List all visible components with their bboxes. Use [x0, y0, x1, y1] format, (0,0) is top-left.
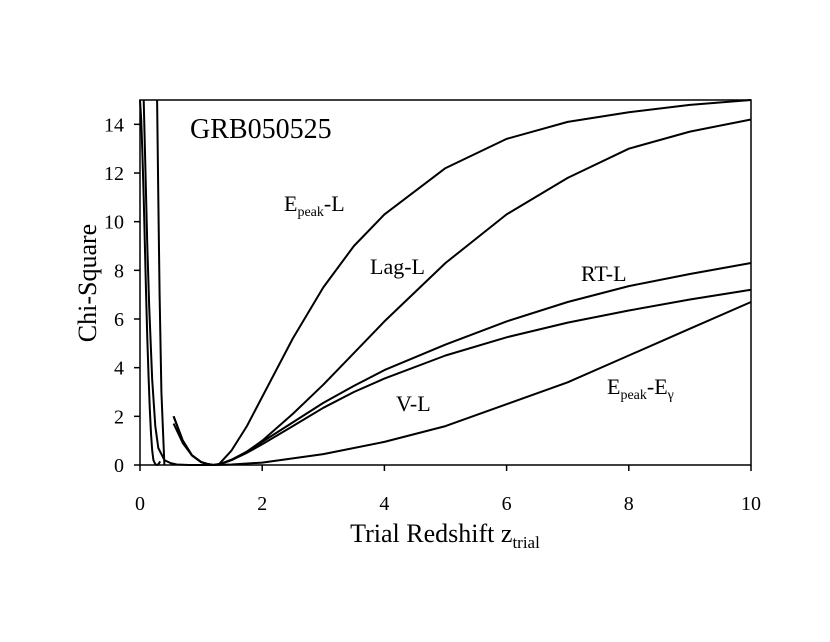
y-tick-label-0: 0	[114, 455, 124, 477]
x-axis-title: Trial Redshift ztrial	[350, 519, 540, 552]
plot-frame	[139, 99, 752, 466]
y-tick-label-4: 8	[114, 260, 124, 282]
label-v-l: V-L	[396, 391, 431, 416]
series-line-6	[156, 99, 166, 466]
x-tick-label-0: 0	[135, 493, 145, 515]
y-tick-label-3: 6	[114, 309, 124, 331]
chart-title: GRB050525	[190, 114, 332, 145]
label-epeak-egamma: Epeak-Eγ	[607, 374, 674, 403]
y-tick-label-1: 2	[114, 406, 124, 428]
ticks-group: 0 2 4 6 8 10 0 2 4 6 8 10 12 14	[104, 114, 761, 515]
y-tick-label-2: 4	[114, 358, 124, 380]
y-tick-label-7: 14	[104, 114, 124, 136]
x-tick-label-1: 2	[257, 493, 267, 515]
x-tick-label-3: 6	[502, 493, 512, 515]
series-line-3	[172, 288, 752, 466]
y-tick-label-6: 12	[104, 163, 124, 185]
label-lag-l: Lag-L	[370, 254, 425, 279]
x-tick-label-2: 4	[379, 493, 389, 515]
series-line-2	[172, 262, 752, 466]
x-tick-label-5: 10	[741, 493, 761, 515]
label-epeak-l: Epeak-L	[284, 191, 345, 220]
label-rt-l: RT-L	[581, 261, 627, 286]
curves-group	[139, 99, 752, 466]
series-line-5	[139, 99, 162, 466]
x-axis-title-sub: trial	[512, 533, 540, 552]
series-line-1	[172, 118, 752, 466]
y-axis-title: Chi-Square	[73, 224, 102, 342]
series-line-4	[142, 99, 752, 466]
x-tick-label-4: 8	[624, 493, 634, 515]
series-line-0	[172, 99, 752, 466]
y-tick-label-5: 10	[104, 212, 124, 234]
